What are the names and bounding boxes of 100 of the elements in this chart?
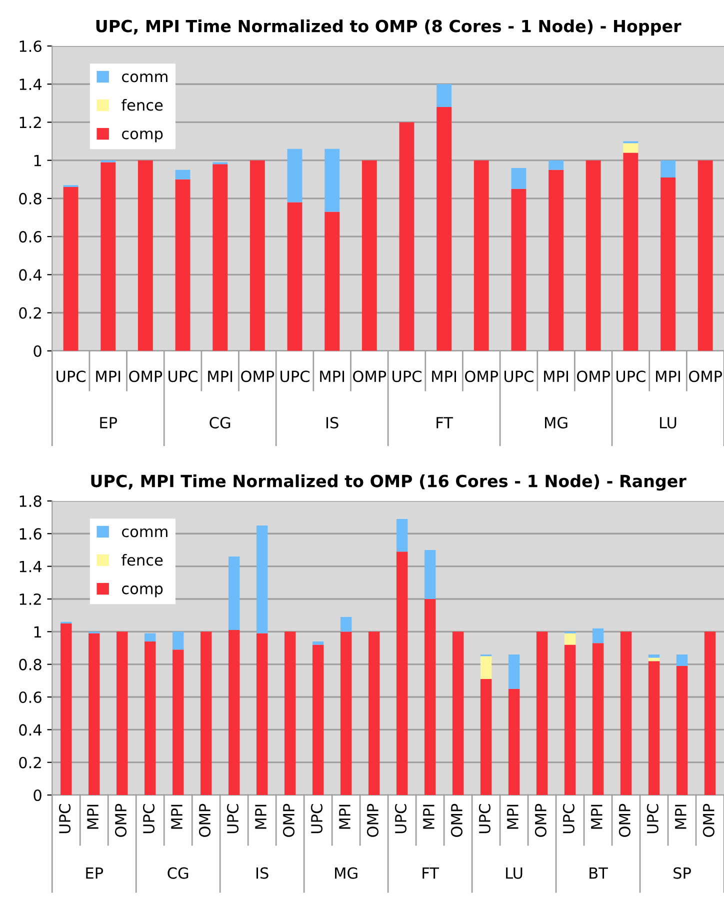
- x-tick-label: OMP: [534, 804, 546, 837]
- y-tick-label: 1.4: [20, 78, 42, 90]
- x-tick-label: OMP: [702, 804, 714, 837]
- bar: [100, 162, 116, 351]
- bar: [424, 550, 436, 599]
- x-tick-label: UPC: [504, 370, 534, 382]
- text: IS: [256, 867, 268, 879]
- text: EP: [100, 417, 118, 428]
- x-tick-label: OMP: [688, 370, 722, 382]
- bar: [548, 170, 564, 351]
- text: BT: [590, 867, 608, 879]
- bar: [676, 666, 688, 796]
- text: FT: [436, 417, 454, 428]
- bar: [623, 152, 638, 351]
- bar: [324, 212, 340, 351]
- bar: [704, 632, 716, 796]
- bar: [172, 650, 184, 796]
- x-tick-label: UPC: [56, 370, 86, 382]
- bar: [548, 160, 564, 170]
- x-tick-label: MPI: [96, 370, 120, 382]
- x-tick-label: MPI: [208, 370, 232, 382]
- x-tick-label: UPC: [478, 804, 490, 834]
- x-tick-label: MPI: [675, 804, 686, 829]
- bar: [256, 525, 268, 634]
- x-tick-label: UPC: [142, 804, 155, 834]
- bar: [648, 661, 660, 796]
- y-tick-label: 0.8: [19, 658, 42, 670]
- x-tick-label: UPC: [394, 804, 406, 834]
- y-tick-label: 1.8: [20, 495, 42, 507]
- bar: [312, 641, 324, 645]
- bar: [511, 188, 526, 351]
- bar: [144, 633, 156, 642]
- text: CG: [168, 867, 188, 879]
- bar: [511, 168, 526, 189]
- x-tick-label: MPI: [171, 804, 182, 829]
- bar: [256, 633, 268, 796]
- bar: [536, 632, 548, 796]
- bar: [368, 632, 380, 796]
- y-tick-label: 0: [34, 345, 42, 357]
- bar: [648, 658, 660, 662]
- x-tick-label: OMP: [450, 804, 462, 837]
- x-tick-label: MPI: [591, 804, 602, 829]
- x-tick-label: MPI: [339, 804, 350, 829]
- legend-label: fence: [122, 554, 163, 566]
- bar: [592, 628, 604, 644]
- text: EP: [86, 867, 104, 879]
- chart-title: UPC, MPI Time Normalized to OMP (16 Cores - 1 Node) - Ranger: [91, 474, 686, 491]
- y-tick-label: 1.6: [20, 40, 42, 52]
- x-tick-label: MPI: [432, 370, 456, 382]
- x-tick-label: OMP: [129, 370, 162, 382]
- bar: [586, 160, 601, 351]
- bar: [399, 122, 414, 351]
- x-tick-label: MPI: [423, 804, 434, 829]
- x-tick-label: OMP: [241, 370, 274, 382]
- x-tick-label: UPC: [59, 804, 71, 834]
- legend-label: comm: [122, 528, 168, 538]
- x-tick-label: UPC: [280, 370, 310, 382]
- bar: [212, 164, 228, 351]
- x-tick-label: MPI: [320, 370, 344, 382]
- text: MG: [335, 867, 358, 879]
- bar: [144, 641, 156, 796]
- x-tick-label: UPC: [310, 804, 323, 834]
- legend-label: comp: [122, 586, 163, 598]
- bar: [592, 643, 604, 796]
- x-tick-label: OMP: [198, 804, 211, 837]
- legend-label: fence: [122, 98, 163, 111]
- y-tick-label: 1.2: [20, 593, 41, 605]
- bar: [312, 644, 324, 796]
- bar: [620, 632, 632, 796]
- bar: [200, 632, 212, 796]
- bar: [452, 632, 464, 796]
- y-tick-label: 0.6: [19, 691, 42, 704]
- x-tick-label: MPI: [656, 370, 680, 382]
- chart-title: UPC, MPI Time Normalized to OMP (8 Cores - 1 Node) - Hopper: [96, 19, 682, 36]
- x-tick-label: OMP: [465, 370, 498, 382]
- legend-label: comp: [122, 130, 163, 142]
- text: MG: [545, 416, 568, 428]
- y-tick-label: 0.4: [19, 269, 42, 281]
- bar: [324, 148, 340, 212]
- x-tick-label: OMP: [366, 804, 378, 837]
- y-tick-label: 1.4: [20, 560, 42, 572]
- text: LU: [660, 417, 676, 428]
- bar: [660, 160, 676, 178]
- bar: [60, 623, 72, 796]
- bar: [340, 632, 352, 796]
- y-tick-label: 0.2: [19, 756, 41, 768]
- bar: [175, 179, 190, 351]
- y-tick-label: 0.4: [19, 724, 42, 736]
- x-tick-label: OMP: [618, 804, 630, 837]
- x-tick-label: UPC: [616, 370, 646, 382]
- bar: [436, 106, 452, 351]
- bar: [698, 160, 713, 351]
- text: LU: [506, 867, 522, 879]
- y-tick-label: 1: [34, 626, 41, 638]
- x-tick-label: OMP: [114, 804, 127, 837]
- text: IS: [326, 416, 338, 428]
- x-tick-label: OMP: [353, 370, 386, 382]
- y-tick-label: 0.2: [19, 307, 41, 319]
- y-tick-label: 1.2: [20, 116, 41, 128]
- y-tick-label: 1: [34, 154, 41, 166]
